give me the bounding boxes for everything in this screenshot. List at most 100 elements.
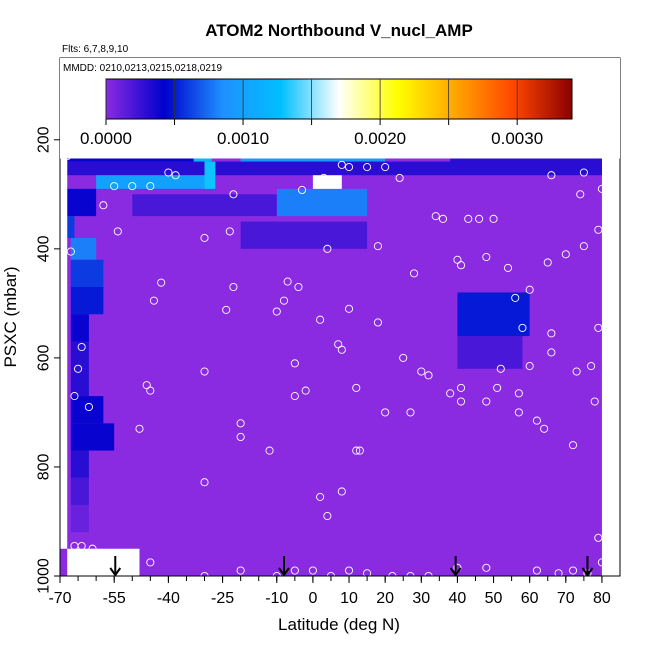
sample-point (579, 168, 588, 177)
sample-point (373, 318, 382, 327)
x-axis: -70 -55 -40 -25 -10 0 10 20 30 40 50 60 70 80 (48, 576, 611, 607)
sample-point (84, 402, 93, 412)
sample-point (532, 416, 541, 425)
y-tick-label: 600 (36, 344, 53, 371)
sample-point (99, 201, 108, 210)
sample-point (554, 569, 563, 576)
sample-point (590, 397, 599, 406)
sample-point (355, 446, 364, 455)
x-tick-label: 0 (308, 590, 317, 607)
sample-point (88, 544, 97, 553)
sample-point (323, 511, 332, 521)
heatmap-cell (70, 423, 115, 451)
sample-point (200, 367, 209, 376)
sample-point (594, 323, 603, 332)
sample-point (424, 571, 433, 576)
sample-point (594, 533, 603, 542)
y-tick-label: 1000 (36, 558, 53, 594)
sample-point (113, 227, 122, 236)
x-tick-label: 80 (593, 590, 611, 607)
sample-point (66, 247, 75, 256)
sample-point (540, 424, 549, 433)
sample-point (381, 408, 390, 417)
colorbar-tick-label: 0.0030 (491, 129, 543, 148)
sample-point (547, 348, 556, 357)
flight-marker-arrow (581, 556, 594, 577)
sample-point (334, 340, 343, 349)
heatmap-cell (96, 175, 212, 189)
sample-point (514, 389, 523, 398)
sample-point (597, 184, 606, 193)
sample-point (605, 571, 614, 576)
sample-point (410, 269, 419, 278)
x-tick-label: -10 (265, 590, 288, 607)
sample-point (74, 364, 83, 373)
sample-point (532, 566, 541, 575)
sample-point (511, 293, 520, 302)
sample-point (493, 383, 502, 392)
sample-point (308, 566, 317, 575)
sample-point (406, 571, 415, 576)
sample-point (395, 173, 404, 183)
sample-point (344, 163, 354, 172)
sample-point (456, 397, 466, 406)
colorbar-tick-label: 0.0010 (217, 129, 269, 148)
sample-point (496, 364, 505, 373)
sample-point (352, 446, 361, 455)
sample-point (298, 185, 307, 195)
plot-area (60, 123, 614, 577)
sample-point (319, 173, 328, 183)
heatmap-cell (240, 221, 368, 249)
sample-point (456, 383, 466, 392)
y-tick-label: 200 (36, 126, 53, 153)
sample-point (453, 255, 462, 264)
y-axis-label: PSXC (mbar) (1, 266, 20, 367)
sample-point (164, 168, 173, 177)
sample-point (146, 558, 155, 567)
colorbar-tick-label: 0.0000 (80, 129, 132, 148)
heatmap-cell (70, 477, 89, 506)
x-tick-label: 50 (485, 590, 503, 607)
heatmap-cell (67, 188, 97, 217)
sample-point (294, 282, 303, 292)
sample-point (363, 569, 372, 576)
colorbar-ticks: 0.0000 0.0010 0.0020 0.0030 (80, 79, 543, 148)
sample-point (128, 182, 137, 191)
sample-point (265, 446, 274, 455)
sample-point (200, 233, 209, 242)
sample-point (146, 182, 155, 191)
x-tick-label: -70 (48, 590, 71, 607)
sample-point (344, 566, 354, 575)
x-tick-label: 30 (412, 590, 430, 607)
sample-point (337, 160, 346, 169)
flight-marker-arrow (278, 556, 290, 577)
x-tick-label: 20 (376, 590, 394, 607)
heatmap-cell (70, 341, 89, 369)
sample-point (568, 441, 578, 450)
sample-point (525, 362, 534, 371)
chart-title: ATOM2 Northbound V_nucl_AMP (205, 21, 473, 40)
data-gap (67, 548, 140, 576)
x-tick-label: 10 (340, 590, 358, 607)
sample-point (290, 359, 299, 368)
sample-point (547, 329, 556, 338)
heatmap-cell (457, 292, 530, 337)
heatmap-cell (132, 194, 277, 217)
sample-point (503, 263, 513, 272)
sample-point (456, 261, 466, 270)
sample-point (229, 190, 238, 199)
sample-point (279, 296, 289, 305)
heatmap-cell (67, 216, 75, 238)
sample-point (388, 571, 397, 576)
sample-point (222, 305, 231, 314)
sample-point (594, 225, 603, 234)
sample-point (373, 242, 382, 251)
sample-point (110, 182, 119, 191)
sample-point (438, 214, 448, 223)
flights-label: Flts: 6,7,8,9,10 (62, 44, 129, 55)
sample-point (568, 566, 578, 575)
sample-point (326, 571, 336, 576)
sample-point (561, 250, 570, 259)
sample-point (290, 566, 299, 575)
